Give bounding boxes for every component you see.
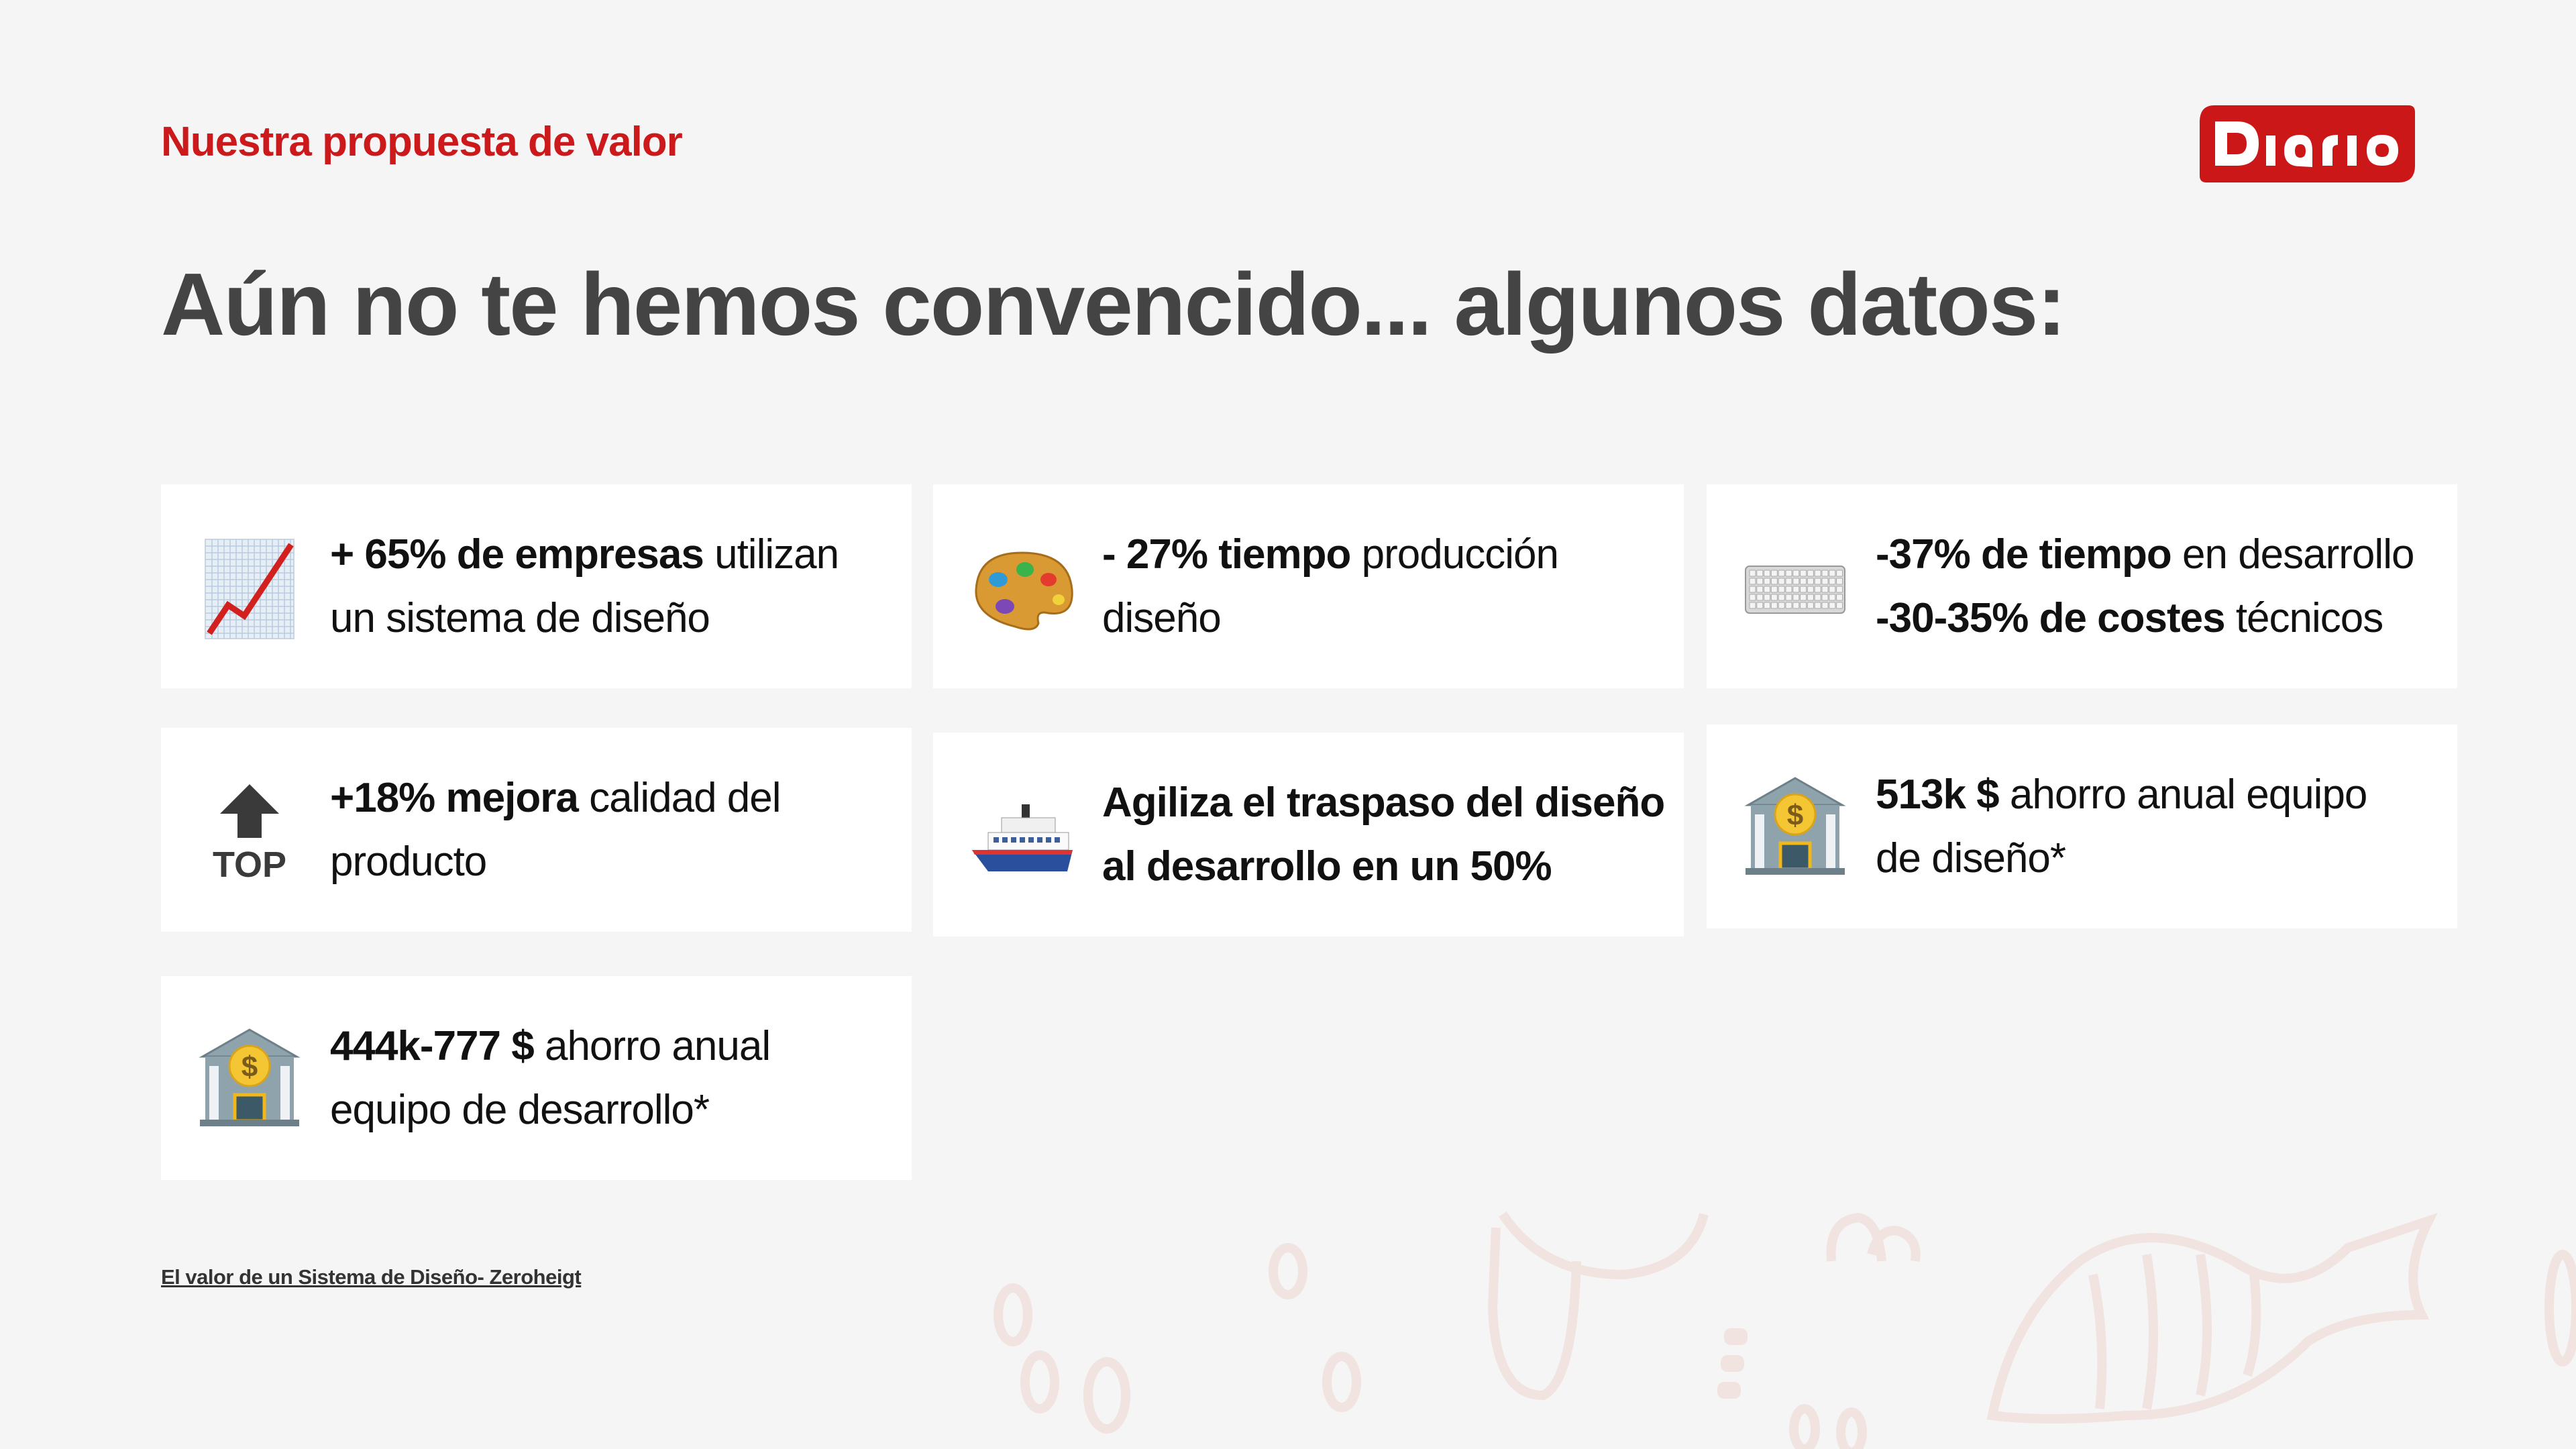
stat-line: equipo de desarrollo* (330, 1078, 770, 1142)
stat-line: Agiliza el traspaso del diseño (1102, 771, 1665, 835)
stat-detail: técnicos (2224, 595, 2383, 641)
stat-highlight: -30-35% de costes (1876, 595, 2226, 641)
chart-increasing-icon (196, 533, 303, 640)
stat-line: diseño (1102, 586, 1558, 650)
stat-detail: diseño (1102, 595, 1222, 641)
stat-detail: utilizan (703, 531, 839, 578)
bank-icon: $ (1741, 773, 1849, 880)
stat-detail: de diseño* (1876, 835, 2066, 881)
keyboard-icon (1741, 533, 1849, 640)
stat-card: - 27% tiempo producción diseño (933, 484, 1684, 688)
stat-card: -37% de tiempo en desarrollo -30-35% de c… (1707, 484, 2457, 688)
section-kicker: Nuestra propuesta de valor (161, 119, 683, 165)
stat-highlight: - 27% tiempo (1102, 531, 1351, 578)
stat-highlight: 444k-777 $ (330, 1023, 535, 1069)
source-link[interactable]: El valor de un Sistema de Diseño- Zerohe… (161, 1265, 582, 1289)
bank-icon: $ (196, 1024, 303, 1132)
stat-card: TOP +18% mejora calidad del producto (161, 728, 912, 932)
stat-highlight: Agiliza el traspaso del diseño (1102, 780, 1665, 826)
stat-detail: producción (1350, 531, 1559, 578)
stat-text: Agiliza el traspaso del diseño al desarro… (1102, 771, 1665, 898)
stat-line: +18% mejora calidad del (330, 766, 782, 830)
stat-detail: calidad del (578, 775, 781, 821)
stat-highlight: 513k $ (1876, 771, 2000, 818)
ship-icon (968, 781, 1075, 888)
stat-card: $513k $ ahorro anual equipo de diseño* (1707, 724, 2457, 928)
stat-highlight: +18% mejora (330, 775, 579, 821)
stat-highlight: al desarrollo en un 50% (1102, 843, 1552, 890)
stat-line: al desarrollo en un 50% (1102, 835, 1664, 898)
stat-card: $444k-777 $ ahorro anual equipo de desarr… (161, 976, 912, 1180)
stat-text: -37% de tiempo en desarrollo -30-35% de c… (1876, 523, 2414, 650)
diario-logo (2200, 105, 2415, 182)
stat-text: 513k $ ahorro anual equipo de diseño* (1876, 763, 2367, 890)
stat-highlight: -37% de tiempo (1876, 531, 2172, 578)
svg-text:$: $ (1787, 799, 1803, 832)
stat-card: Agiliza el traspaso del diseño al desarro… (933, 733, 1684, 936)
stat-text: - 27% tiempo producción diseño (1102, 523, 1559, 650)
stat-text: + 65% de empresas utilizan un sistema de … (330, 523, 839, 650)
stat-line: -37% de tiempo en desarrollo (1876, 523, 2414, 586)
stat-detail: ahorro anual equipo (1998, 771, 2368, 818)
stat-line: 513k $ ahorro anual equipo (1876, 763, 2367, 826)
page-title: Aún no te hemos convencido... algunos da… (161, 255, 2066, 354)
stat-line: producto (330, 830, 781, 894)
stat-detail: ahorro anual (533, 1023, 771, 1069)
artist-palette-icon (968, 533, 1075, 640)
stat-detail: un sistema de diseño (330, 595, 710, 641)
top-arrow-icon: TOP (196, 776, 303, 885)
stat-detail: en desarrollo (2171, 531, 2414, 578)
stat-line: de diseño* (1876, 826, 2367, 890)
stat-text: +18% mejora calidad del producto (330, 766, 782, 894)
stat-detail: equipo de desarrollo* (330, 1087, 710, 1133)
stat-line: -30-35% de costes técnicos (1876, 586, 2414, 650)
svg-text:TOP: TOP (213, 845, 286, 883)
stat-line: 444k-777 $ ahorro anual (330, 1014, 771, 1078)
stat-line: - 27% tiempo producción (1102, 523, 1559, 586)
stat-detail: producto (330, 839, 487, 885)
stat-card: + 65% de empresas utilizan un sistema de … (161, 484, 912, 688)
svg-text:$: $ (241, 1051, 258, 1083)
stat-line: un sistema de diseño (330, 586, 839, 650)
stat-line: + 65% de empresas utilizan (330, 523, 839, 586)
stat-highlight: + 65% de empresas (330, 531, 704, 578)
stat-text: 444k-777 $ ahorro anual equipo de desarro… (330, 1014, 771, 1142)
